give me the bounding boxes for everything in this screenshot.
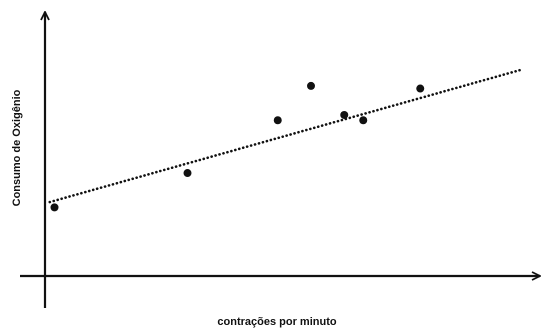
- x-axis-label: contrações por minuto: [217, 316, 336, 328]
- data-point-3: [273, 116, 282, 125]
- trendline: [48, 68, 522, 204]
- data-point-1: [50, 203, 59, 212]
- data-point-2: [183, 169, 192, 178]
- data-points: [50, 81, 425, 212]
- data-point-5: [340, 110, 349, 119]
- y-axis-label: Consumo de Oxigênio: [11, 89, 23, 206]
- data-point-7: [416, 84, 425, 93]
- data-point-4: [307, 81, 315, 90]
- data-point-6: [359, 116, 368, 125]
